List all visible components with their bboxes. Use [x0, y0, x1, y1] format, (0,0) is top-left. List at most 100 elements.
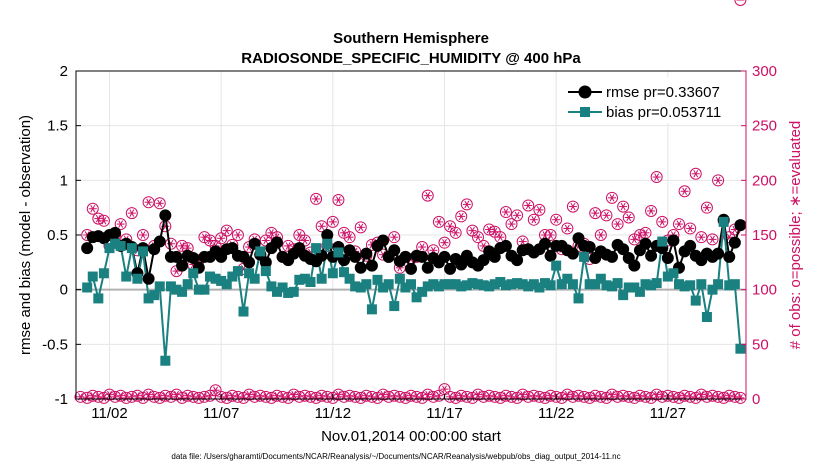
- obs-possible-marker-star: [90, 205, 96, 213]
- obs-baseline-marker-star: [241, 394, 246, 402]
- obs-possible-marker-star: [509, 220, 514, 228]
- bias-point: [199, 284, 210, 295]
- obs-possible-marker: [589, 207, 602, 220]
- obs-baseline-marker-star: [419, 394, 425, 402]
- bias-point: [411, 292, 422, 303]
- bias-point: [473, 279, 483, 290]
- legend-box: [561, 77, 741, 123]
- obs-possible-marker-star: [715, 176, 721, 185]
- bias-point: [461, 280, 472, 291]
- obs-baseline-marker-star: [693, 394, 699, 402]
- rmse-point: [360, 247, 373, 260]
- obs-possible-marker-star: [492, 228, 498, 236]
- obs-possible-marker-star: [391, 233, 397, 241]
- obs-possible-marker-star: [347, 233, 353, 241]
- rmse-point: [477, 254, 490, 267]
- obs-possible-marker: [622, 211, 635, 224]
- obs-possible-marker-star: [453, 229, 459, 237]
- bias-point: [713, 279, 724, 290]
- rmse-point: [271, 236, 283, 249]
- obs-possible-marker: [689, 167, 702, 180]
- bias-point: [333, 247, 344, 258]
- obs-possible-marker: [600, 209, 613, 222]
- bias-point: [165, 281, 176, 292]
- obs-possible-marker: [561, 222, 574, 235]
- bias-point: [629, 282, 640, 293]
- obs-possible-marker: [695, 231, 708, 244]
- obs-baseline-marker-star: [436, 392, 442, 400]
- obs-possible-marker-star: [531, 215, 537, 224]
- y-right-tick-label: 50: [752, 336, 769, 353]
- obs-possible-marker-star: [698, 233, 704, 241]
- rmse-point: [455, 258, 468, 271]
- obs-possible-marker-star: [659, 218, 665, 226]
- bias-point: [272, 286, 282, 297]
- obs-possible-marker-star: [335, 196, 341, 204]
- rmse-point: [488, 250, 501, 263]
- obs-baseline-marker-star: [375, 394, 380, 402]
- bias-point: [679, 281, 690, 292]
- obs-possible-marker: [550, 213, 563, 226]
- bias-point: [98, 268, 109, 279]
- obs-baseline-marker-star: [101, 394, 107, 402]
- legend-bias-marker: [580, 107, 590, 117]
- obs-possible-marker: [315, 220, 328, 233]
- obs-possible-marker: [326, 215, 339, 228]
- bias-point: [110, 238, 121, 249]
- obs-baseline-marker-star: [469, 394, 475, 402]
- bias-point: [221, 279, 232, 290]
- bias-point: [707, 284, 718, 295]
- rmse-point: [365, 259, 378, 272]
- obs-possible-marker-star: [442, 238, 447, 247]
- bias-point: [121, 271, 132, 282]
- bias-point: [350, 281, 361, 292]
- rmse-point: [499, 239, 512, 252]
- obs-possible-marker: [137, 229, 149, 241]
- axes-layer: 11/02 11/07 11/12 11/17 11/22 11/27 -1 -0.5 0 0.5…: [42, 63, 777, 422]
- bias-point: [718, 216, 729, 227]
- rmse-point: [142, 272, 155, 285]
- y-axis-label: rmse and bias (model - observation): [17, 115, 34, 355]
- bias-point: [567, 279, 578, 290]
- obs-possible-marker: [645, 204, 658, 217]
- obs-possible-marker: [153, 197, 166, 210]
- rmse-point: [544, 249, 557, 262]
- bias-point: [450, 279, 461, 290]
- bias-point: [607, 281, 617, 292]
- bias-point: [316, 273, 327, 284]
- obs-possible-marker: [527, 213, 540, 226]
- bias-point: [478, 280, 489, 291]
- bias-point: [366, 304, 377, 315]
- obs-baseline-marker: [142, 388, 155, 401]
- obs-possible-marker-star: [615, 220, 621, 228]
- obs-possible-marker-star: [548, 231, 554, 239]
- x-tick-label: 11/12: [315, 405, 351, 422]
- obs-possible-marker: [606, 191, 618, 204]
- obs-possible-marker-star: [654, 173, 660, 181]
- bias-point: [87, 271, 98, 282]
- bias-point: [210, 273, 221, 284]
- obs-possible-marker-star: [129, 209, 135, 217]
- obs-possible-marker: [449, 226, 462, 239]
- obs-possible-marker: [455, 210, 468, 223]
- bias-point: [685, 280, 696, 291]
- bias-point: [701, 312, 712, 322]
- bias-point: [288, 286, 299, 297]
- bias-point: [361, 279, 372, 290]
- obs-possible-marker-star: [525, 201, 531, 210]
- y-tick-label: 2: [60, 63, 68, 80]
- bias-point: [551, 260, 562, 271]
- obs-possible-marker-star: [146, 198, 152, 206]
- bias-point: [500, 280, 511, 291]
- rmse-point: [684, 239, 697, 252]
- obs-possible-marker-star: [464, 200, 470, 209]
- obs-possible-marker-star: [302, 236, 308, 245]
- obs-possible-marker: [220, 224, 233, 237]
- rmse-point: [617, 243, 630, 256]
- bias-point: [729, 279, 740, 290]
- rmse-point: [416, 250, 429, 263]
- bias-point: [545, 280, 556, 291]
- obs-possible-marker: [673, 218, 685, 231]
